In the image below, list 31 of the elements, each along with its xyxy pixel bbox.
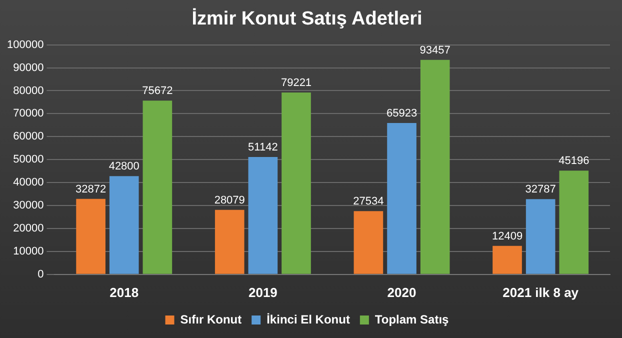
data-label: 32787 [525,184,556,196]
y-tick-label: 40000 [13,176,44,189]
chart-title: İzmir Konut Satış Adetleri [192,8,422,30]
data-label: 75672 [142,85,173,98]
y-tick-label: 70000 [13,108,44,120]
y-tick-label: 90000 [13,62,44,74]
y-tick-label: 100000 [6,38,44,51]
x-tick-label: 2019 [248,284,278,300]
data-label: 51142 [248,142,278,154]
data-label: 27534 [353,196,384,208]
x-tick-label: 2020 [387,284,416,300]
data-label: 42800 [108,160,140,173]
y-tick-label: 10000 [13,245,44,258]
data-label: 45196 [558,155,590,168]
y-tick-label: 60000 [13,130,44,143]
y-tick-label: 30000 [13,200,44,212]
legend-label: Toplam Satış [374,312,450,326]
y-tick-label: 0 [38,268,44,280]
x-tick-label: 2021 ilk 8 ay [502,284,580,300]
data-label: 79221 [280,77,312,90]
x-tick-label: 2018 [110,284,139,300]
y-tick-label: 80000 [13,84,44,97]
y-tick-label: 20000 [13,222,44,235]
legend-label: Sıfır Konut [180,312,242,326]
data-label: 93457 [420,44,450,56]
data-label: 28079 [214,194,245,206]
data-label: 12409 [492,230,523,242]
data-label: 65923 [386,108,418,120]
data-label: 32872 [76,183,106,196]
legend-label: İkinci El Konut [266,312,350,326]
y-tick-label: 50000 [13,154,44,166]
